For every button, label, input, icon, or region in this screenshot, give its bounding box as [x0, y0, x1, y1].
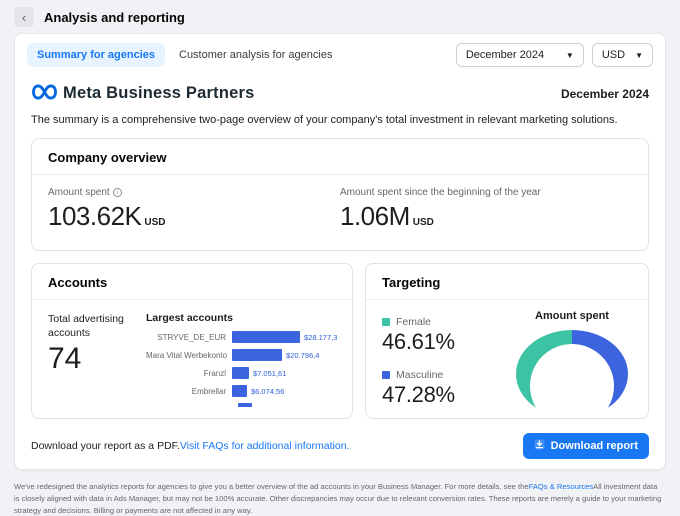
top-bar: ‹ Analysis and reporting	[0, 0, 680, 33]
currency-select[interactable]: USD ▼	[591, 43, 653, 67]
faqs-resources-link[interactable]: FAQs & Resources	[528, 482, 594, 491]
bar-label: Embrellar	[191, 386, 226, 396]
faqs-link[interactable]: Visit FAQs for additional information.	[179, 440, 350, 452]
tab-customer-analysis[interactable]: Customer analysis for agencies	[179, 49, 333, 61]
bar-value: $6.074,56	[251, 386, 285, 396]
metric-unit: USD	[144, 217, 166, 228]
metric-amount: 103.62K	[48, 201, 142, 231]
bar-row: STRYVE_DE_EUR $28.177,3	[146, 331, 338, 343]
brand-row: Meta Business Partners December 2024	[31, 83, 649, 104]
bar	[232, 367, 249, 379]
bar	[232, 349, 282, 361]
metric-label: Amount spent i	[48, 187, 340, 198]
metric-amount-spent: Amount spent i 103.62K USD	[48, 187, 340, 232]
bar-track: $6.074,56	[232, 385, 338, 397]
donut-chart-area: Amount spent	[510, 310, 634, 418]
legend-label: Masculine	[396, 369, 444, 381]
download-report-button[interactable]: Download report	[522, 433, 649, 459]
back-button[interactable]: ‹	[14, 7, 34, 27]
metric-value: 103.62K USD	[48, 201, 340, 232]
chevron-down-icon: ▼	[635, 50, 643, 60]
report-summary: The summary is a comprehensive two-page …	[31, 114, 618, 126]
meta-infinity-logo-icon	[31, 83, 58, 104]
download-icon	[534, 439, 545, 453]
amount-spent-donut-chart	[516, 330, 628, 418]
bar-partial-clipped	[238, 403, 252, 407]
report-period-label: December 2024	[560, 87, 649, 101]
bar-label: Franzl	[203, 368, 226, 378]
metric-label: Amount spent since the beginning of the …	[340, 187, 632, 198]
currency-select-value: USD	[601, 49, 626, 61]
footer-text: We've redesigned the analytics reports f…	[14, 482, 529, 491]
bar-label: STRYVE_DE_EUR	[157, 332, 226, 342]
masculine-swatch-icon	[382, 371, 390, 379]
targeting-legend: Female 46.61% Masculine 47.28%	[382, 310, 510, 418]
company-overview-title: Company overview	[32, 139, 648, 175]
metric-amount: 1.06M	[340, 201, 410, 231]
female-percentage: 46.61%	[382, 329, 455, 354]
charts-row: Accounts Total advertising accounts 74 L…	[31, 263, 649, 431]
bar	[232, 385, 247, 397]
metrics-row: Amount spent i 103.62K USD Amount spent s…	[32, 175, 648, 250]
download-note-text: Download your report as a PDF.	[31, 440, 180, 452]
metric-value: 1.06M USD	[340, 201, 632, 232]
targeting-card: Targeting Female 46.61% Masculine 47.28%	[365, 263, 649, 419]
download-note: Download your report as a PDF.Visit FAQs…	[31, 440, 349, 452]
bar-track: $7.051,61	[232, 367, 338, 379]
footer-disclaimer: We've redesigned the analytics reports f…	[0, 470, 680, 516]
tab-bar: Summary for agencies Customer analysis f…	[27, 43, 342, 67]
company-overview-card: Company overview Amount spent i 103.62K U…	[31, 138, 649, 251]
metric-unit: USD	[412, 217, 434, 228]
donut-title: Amount spent	[535, 310, 609, 322]
report-card: Summary for agencies Customer analysis f…	[14, 33, 666, 470]
bar-track: $20.796,4	[232, 349, 338, 361]
targeting-body: Female 46.61% Masculine 47.28% Amount sp…	[366, 300, 648, 418]
bar-track: $28.177,3	[232, 331, 338, 343]
legend-item-female: Female	[382, 316, 510, 328]
accounts-card: Accounts Total advertising accounts 74 L…	[31, 263, 353, 419]
filters: December 2024 ▼ USD ▼	[455, 43, 653, 67]
page-title: Analysis and reporting	[44, 9, 185, 25]
donut-hole	[530, 344, 614, 418]
bar	[232, 331, 300, 343]
bar-value: $20.796,4	[286, 350, 320, 360]
bar-value: $28.177,3	[304, 332, 338, 342]
metric-label-text: Amount spent	[48, 187, 110, 198]
card-header: Summary for agencies Customer analysis f…	[15, 34, 665, 73]
female-swatch-icon	[382, 318, 390, 326]
legend-item-masculine: Masculine	[382, 369, 510, 381]
brand: Meta Business Partners	[31, 83, 254, 104]
accounts-body: Total advertising accounts 74 Largest ac…	[32, 300, 352, 418]
chevron-down-icon: ▼	[565, 50, 574, 60]
bar-row: Embrellar $6.074,56	[146, 385, 338, 397]
total-accounts-value: 74	[48, 342, 82, 376]
legend-label: Female	[396, 316, 432, 328]
period-select[interactable]: December 2024 ▼	[455, 43, 584, 67]
total-accounts-label: Total advertising accounts	[48, 313, 124, 340]
masculine-percentage: 47.28%	[382, 382, 455, 407]
brand-name: Meta Business Partners	[63, 84, 255, 102]
metric-amount-spent-ytd: Amount spent since the beginning of the …	[340, 187, 632, 232]
accounts-title: Accounts	[32, 264, 352, 300]
bar-row: Mara Vital Werbekonto $20.796,4	[146, 349, 338, 361]
tab-summary-for-agencies[interactable]: Summary for agencies	[27, 43, 165, 67]
back-chevron-icon: ‹	[21, 9, 27, 25]
targeting-title: Targeting	[366, 264, 648, 300]
bottom-row: Download your report as a PDF.Visit FAQs…	[31, 431, 649, 459]
total-accounts-block: Total advertising accounts 74	[48, 312, 136, 410]
info-icon[interactable]: i	[112, 188, 122, 197]
bar-label: Mara Vital Werbekonto	[146, 350, 228, 360]
metric-label-text: Amount spent since the beginning of the …	[340, 187, 541, 198]
barchart-title: Largest accounts	[146, 312, 233, 324]
largest-accounts-chart: Largest accounts STRYVE_DE_EUR $28.177,3…	[146, 312, 338, 410]
period-select-value: December 2024	[465, 49, 545, 61]
download-button-label: Download report	[550, 440, 638, 452]
bar-value: $7.051,61	[253, 368, 287, 378]
report-content: Meta Business Partners December 2024 The…	[15, 73, 665, 459]
bar-row: Franzl $7.051,61	[146, 367, 338, 379]
